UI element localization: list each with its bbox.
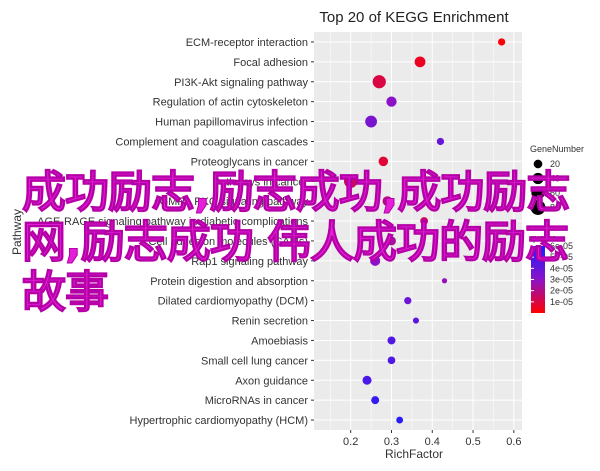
data-point bbox=[436, 137, 445, 146]
color-legend-title: qvalue bbox=[530, 233, 557, 243]
size-legend-title: GeneNumber bbox=[530, 144, 584, 154]
x-axis-title: RichFactor bbox=[385, 447, 443, 461]
size-legend-label: 80 bbox=[550, 203, 560, 213]
x-tick-label: 0.2 bbox=[343, 436, 358, 448]
size-legend-dot bbox=[530, 200, 546, 215]
y-tick-label: AGE-RAGE signaling pathway in diabetic c… bbox=[37, 216, 308, 228]
y-tick-label: Focal adhesion bbox=[233, 57, 308, 69]
data-point bbox=[414, 56, 426, 68]
x-tick-label: 0.6 bbox=[506, 436, 521, 448]
data-point bbox=[420, 217, 429, 225]
color-legend-label: 5e-05 bbox=[550, 252, 573, 262]
y-tick-label: Renin secretion bbox=[232, 316, 308, 328]
size-legend-dot bbox=[533, 159, 543, 169]
y-tick-label: Small cell lung cancer bbox=[201, 355, 308, 367]
size-legend-dot bbox=[531, 186, 545, 200]
data-point bbox=[382, 196, 393, 207]
color-legend-bar bbox=[531, 246, 545, 313]
size-legend-label: 40 bbox=[550, 174, 560, 184]
color-legend-label: 2e-05 bbox=[550, 286, 573, 296]
chart-title: Top 20 of KEGG Enrichment bbox=[319, 9, 509, 26]
data-point bbox=[387, 356, 396, 365]
plot-panel bbox=[314, 32, 522, 430]
data-point bbox=[370, 255, 381, 266]
color-legend-label: 3e-05 bbox=[550, 275, 573, 285]
y-tick-label: Proteoglycans in cancer bbox=[191, 156, 309, 168]
color-legend-label: 1e-05 bbox=[550, 297, 573, 307]
y-tick-label: ECM-receptor interaction bbox=[186, 37, 308, 49]
data-point bbox=[387, 236, 396, 246]
size-legend-label: 20 bbox=[550, 159, 560, 169]
y-tick-label: Dilated cardiomyopathy (DCM) bbox=[158, 296, 308, 308]
x-tick-label: 0.4 bbox=[425, 436, 440, 448]
y-tick-labels: ECM-receptor interaction Focal adhesion PI… bbox=[37, 37, 314, 427]
y-tick-label: Amoebiasis bbox=[251, 335, 308, 347]
y-tick-label: Rap1 signaling pathway bbox=[191, 256, 308, 268]
x-tick-label: 0.3 bbox=[384, 436, 399, 448]
y-tick-label: PI3K-Akt signaling pathway bbox=[174, 77, 308, 89]
color-legend-label: 4e-05 bbox=[550, 263, 573, 273]
y-tick-label: Hypertrophic cardiomyopathy (HCM) bbox=[130, 415, 309, 427]
data-point bbox=[343, 174, 358, 188]
y-tick-label: Cell adhesion molecules (CAMs) bbox=[148, 236, 308, 248]
y-tick-label: Axon guidance bbox=[235, 375, 308, 387]
y-tick-label: Pathways in cancer bbox=[213, 176, 309, 188]
y-axis-title: Pathway bbox=[10, 209, 24, 255]
data-point bbox=[441, 278, 448, 284]
data-point bbox=[372, 75, 386, 89]
data-point bbox=[412, 317, 420, 324]
y-tick-label: Protein digestion and absorption bbox=[150, 276, 308, 288]
data-point bbox=[404, 297, 412, 305]
size-legend-dot bbox=[532, 172, 544, 185]
data-point bbox=[387, 336, 396, 345]
y-tick-label: cGMP - PKG signaling pathway bbox=[154, 196, 308, 208]
data-point bbox=[396, 416, 404, 424]
y-tick-label: Regulation of actin cytoskeleton bbox=[153, 97, 308, 109]
color-legend-label: 6e-05 bbox=[550, 241, 573, 251]
data-point bbox=[371, 396, 380, 405]
data-points bbox=[343, 38, 506, 424]
size-legend-label: 60 bbox=[550, 188, 560, 198]
size-legend: GeneNumber 20 40 60 80 bbox=[530, 144, 584, 215]
data-point bbox=[378, 156, 389, 167]
y-tick-label: MicroRNAs in cancer bbox=[205, 395, 309, 407]
data-point bbox=[362, 375, 372, 385]
data-point bbox=[386, 96, 397, 107]
data-point bbox=[365, 115, 377, 128]
x-tick-label: 0.5 bbox=[465, 436, 480, 448]
x-ticks: 0.2 0.3 0.4 0.5 0.6 bbox=[343, 430, 521, 448]
data-point bbox=[497, 38, 506, 46]
y-tick-label: Human papillomavirus infection bbox=[155, 117, 308, 129]
y-tick-label: Complement and coagulation cascades bbox=[115, 136, 308, 148]
